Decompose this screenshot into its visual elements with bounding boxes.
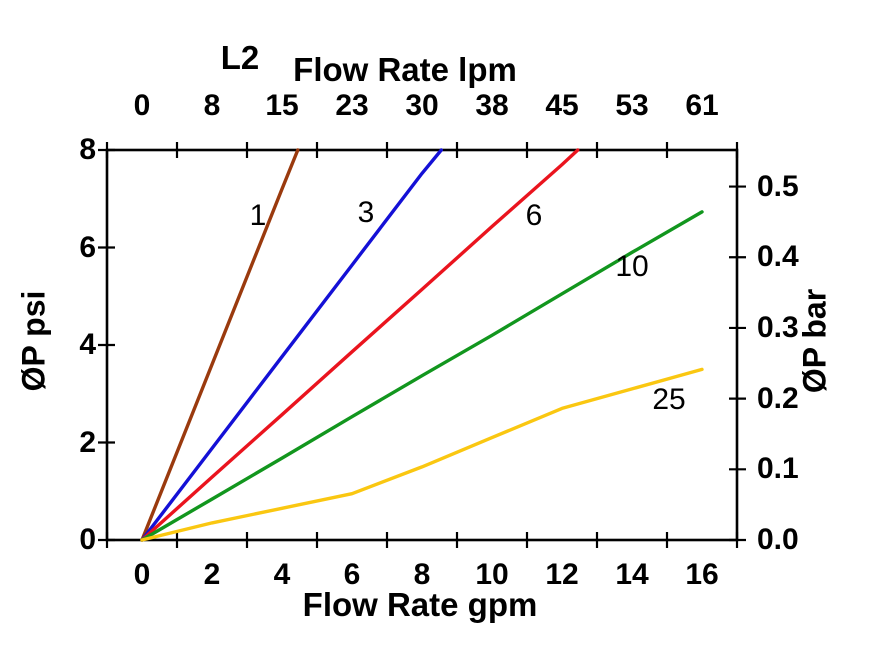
bottom-tick-label: 0	[133, 558, 151, 591]
bottom-tick-label: 8	[413, 558, 431, 591]
top-tick-label: 38	[475, 89, 509, 122]
right-tick-label: 0.3	[757, 311, 799, 344]
top-tick-label: 61	[685, 89, 719, 122]
right-tick-label: 0.0	[757, 523, 799, 556]
top-tick-label: 8	[203, 89, 221, 122]
series-label-25: 25	[652, 383, 686, 416]
bottom-axis-title: Flow Rate gpm	[302, 586, 538, 623]
bottom-tick-label: 10	[475, 558, 509, 591]
top-tick-label: 0	[133, 89, 151, 122]
series-line-3	[140, 148, 443, 542]
bottom-tick-label: 4	[273, 558, 291, 591]
right-tick-label: 0.4	[757, 240, 799, 273]
top-tick-label: 15	[265, 89, 299, 122]
left-tick-label: 6	[79, 231, 96, 264]
series-line-6	[140, 148, 580, 542]
bottom-tick-label: 14	[615, 558, 649, 591]
left-tick-label: 4	[79, 328, 96, 361]
plot-frame	[105, 148, 739, 542]
left-tick-label: 0	[79, 523, 96, 556]
series-label-1: 1	[249, 199, 267, 232]
series-label-6: 6	[525, 199, 543, 232]
series-label-10: 10	[615, 250, 649, 283]
bottom-tick-label: 6	[343, 558, 361, 591]
top-tick-label: 53	[615, 89, 649, 122]
top-tick-label: 30	[405, 89, 439, 122]
series-line-25	[140, 367, 704, 542]
bottom-tick-label: 2	[203, 558, 221, 591]
bottom-tick-label: 16	[685, 558, 719, 591]
right-tick-label: 0.5	[757, 170, 799, 203]
right-tick-label: 0.1	[757, 452, 799, 485]
top-axis-title: Flow Rate lpm	[293, 51, 517, 88]
series-label-3: 3	[357, 196, 375, 229]
right-tick-label: 0.2	[757, 382, 799, 415]
left-tick-label: 2	[79, 426, 96, 459]
top-tick-label: 23	[335, 89, 369, 122]
series-line-10	[140, 210, 704, 542]
chart-title: L2	[220, 39, 260, 76]
left-tick-label: 8	[79, 133, 96, 166]
bottom-tick-label: 12	[545, 558, 579, 591]
series-line-1	[140, 148, 300, 542]
top-tick-label: 45	[545, 89, 579, 122]
